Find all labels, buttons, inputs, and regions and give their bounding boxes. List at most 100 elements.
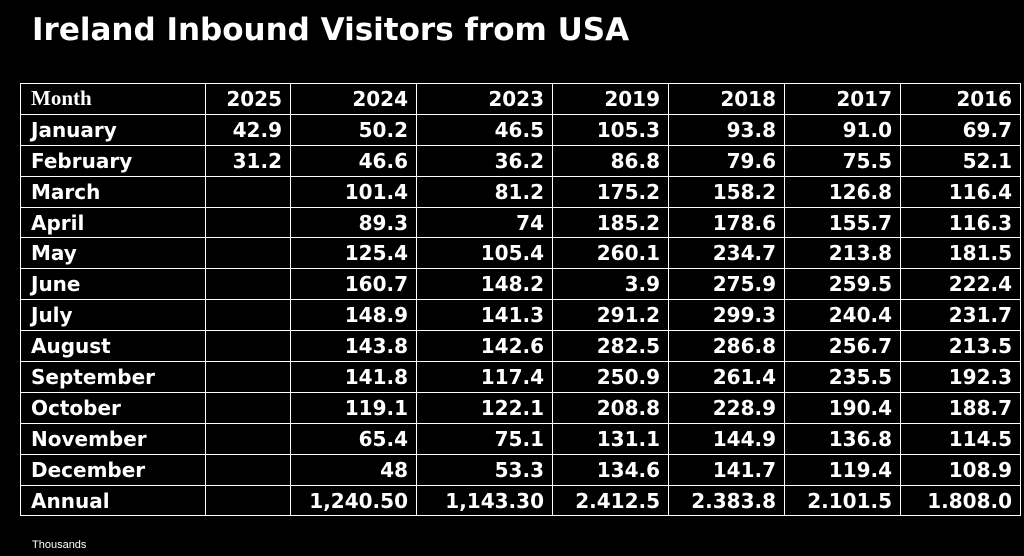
cell: 119.1 [290,391,417,424]
cell: 126.8 [784,175,901,208]
cell: 69.7 [900,113,1021,146]
cell [205,299,291,332]
cell: 299.3 [668,299,785,332]
cell: 148.9 [290,299,417,332]
cell: 42.9 [205,113,291,146]
cell: 143.8 [290,330,417,363]
header-cell: 2016 [900,83,1021,115]
cell: 131.1 [552,422,669,455]
cell: 144.9 [668,422,785,455]
cell: 213.5 [900,330,1021,363]
cell: 235.5 [784,361,901,393]
cell [205,268,291,301]
cell: 125.4 [290,237,417,270]
cell: 1,240.50 [290,484,417,517]
row-label: February [20,144,206,177]
cell: 136.8 [784,422,901,455]
cell: 222.4 [900,268,1021,301]
cell: 31.2 [205,144,291,177]
cell: 75.1 [416,422,553,455]
cell: 50.2 [290,113,417,146]
cell [205,330,291,363]
cell: 89.3 [290,206,417,239]
cell: 46.6 [290,144,417,177]
row-label: December [20,453,206,486]
cell: 155.7 [784,206,901,239]
table-row: October 119.1 122.1 208.8 228.9 190.4 188.7 [20,391,1021,424]
table-row: August 143.8 142.6 282.5 286.8 256.7 213.5 [20,330,1021,363]
cell: 48 [290,453,417,486]
cell: 228.9 [668,391,785,424]
cell [205,453,291,486]
cell: 105.4 [416,237,553,270]
cell [205,237,291,270]
cell: 65.4 [290,422,417,455]
cell: 53.3 [416,453,553,486]
row-label: March [20,175,206,208]
header-cell: 2018 [668,83,785,115]
cell: 116.4 [900,175,1021,208]
cell: 2.412.5 [552,484,669,517]
cell: 282.5 [552,330,669,363]
cell [205,361,291,393]
table-row: January 42.9 50.2 46.5 105.3 93.8 91.0 69.7 [20,113,1021,146]
row-label: September [20,361,206,393]
cell: 158.2 [668,175,785,208]
cell: 91.0 [784,113,901,146]
cell: 2.101.5 [784,484,901,517]
cell: 148.2 [416,268,553,301]
cell: 208.8 [552,391,669,424]
cell: 36.2 [416,144,553,177]
title: Ireland Inbound Visitors from USA [32,12,630,48]
header-cell: 2023 [416,83,553,115]
cell: 141.7 [668,453,785,486]
cell [205,484,291,517]
table-row: November 65.4 75.1 131.1 144.9 136.8 114.5 [20,422,1021,455]
cell: 134.6 [552,453,669,486]
row-label: May [20,237,206,270]
header-cell: 2025 [205,83,291,115]
cell: 79.6 [668,144,785,177]
table-row: Annual 1,240.50 1,143.30 2.412.5 2.383.8 2.10… [20,484,1021,517]
cell: 3.9 [552,268,669,301]
cell: 291.2 [552,299,669,332]
cell: 286.8 [668,330,785,363]
table-row: May 125.4 105.4 260.1 234.7 213.8 181.5 [20,237,1021,270]
cell: 231.7 [900,299,1021,332]
cell: 256.7 [784,330,901,363]
cell: 259.5 [784,268,901,301]
header-row: Month 2025 2024 2023 2019 2018 2017 2016 [20,83,1021,115]
cell: 81.2 [416,175,553,208]
cell: 122.1 [416,391,553,424]
cell: 2.383.8 [668,484,785,517]
header-cell: 2024 [290,83,417,115]
table-row: July 148.9 141.3 291.2 299.3 240.4 231.7 [20,299,1021,332]
cell: 260.1 [552,237,669,270]
cell: 160.7 [290,268,417,301]
cell: 192.3 [900,361,1021,393]
cell: 93.8 [668,113,785,146]
cell: 178.6 [668,206,785,239]
header-cell: Month [20,83,206,115]
cell: 116.3 [900,206,1021,239]
cell: 190.4 [784,391,901,424]
cell: 234.7 [668,237,785,270]
header-cell: 2017 [784,83,901,115]
cell: 175.2 [552,175,669,208]
cell: 275.9 [668,268,785,301]
cell: 141.8 [290,361,417,393]
cell: 185.2 [552,206,669,239]
cell [205,175,291,208]
footnote: Thousands [32,539,87,551]
cell: 142.6 [416,330,553,363]
table-row: April 89.3 74 185.2 178.6 155.7 116.3 [20,206,1021,239]
table-row: December 48 53.3 134.6 141.7 119.4 108.9 [20,453,1021,486]
row-label: April [20,206,206,239]
cell [205,422,291,455]
cell: 119.4 [784,453,901,486]
cell: 1.808.0 [900,484,1021,517]
cell: 188.7 [900,391,1021,424]
table-row: June 160.7 148.2 3.9 275.9 259.5 222.4 [20,268,1021,301]
cell: 250.9 [552,361,669,393]
